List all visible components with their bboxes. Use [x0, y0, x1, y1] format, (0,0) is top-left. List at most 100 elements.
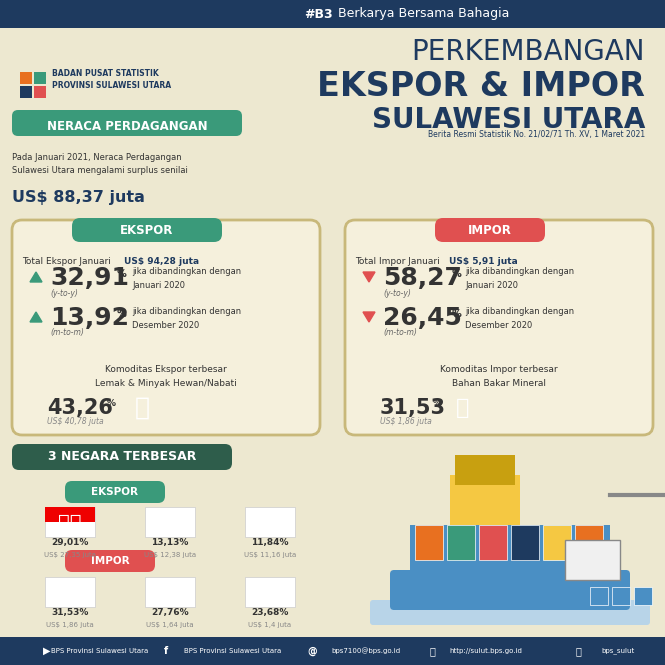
- Text: bps_sulut: bps_sulut: [602, 648, 635, 654]
- Bar: [34, 86, 46, 98]
- Bar: [45, 577, 95, 607]
- Text: 📷: 📷: [576, 646, 581, 656]
- Text: CARGO: CARGO: [578, 557, 606, 563]
- Text: 🇲🇾: 🇲🇾: [258, 513, 282, 531]
- Text: %: %: [107, 398, 116, 408]
- Text: PERKEMBANGAN: PERKEMBANGAN: [412, 38, 645, 66]
- Text: Desember 2020: Desember 2020: [465, 321, 532, 331]
- Bar: [340, 437, 665, 637]
- Text: US$ 1,86 juta: US$ 1,86 juta: [46, 622, 94, 628]
- Text: %: %: [433, 398, 442, 408]
- Text: 29,01%: 29,01%: [51, 539, 88, 547]
- Text: EKSPOR: EKSPOR: [92, 487, 138, 497]
- Bar: [145, 507, 195, 537]
- Text: bps7100@bps.go.id: bps7100@bps.go.id: [331, 648, 400, 654]
- Text: 23,68%: 23,68%: [251, 608, 289, 618]
- Text: IMPOR: IMPOR: [90, 556, 129, 566]
- Text: jika dibandingkan dengan: jika dibandingkan dengan: [465, 307, 574, 317]
- Text: US$ 88,37 juta: US$ 88,37 juta: [12, 190, 145, 205]
- Text: NERACA PERDAGANGAN: NERACA PERDAGANGAN: [47, 120, 207, 134]
- Text: Berita Resmi Statistik No. 21/02/71 Th. XV, 1 Maret 2021: Berita Resmi Statistik No. 21/02/71 Th. …: [428, 130, 645, 139]
- Text: US$ 12,38 juta: US$ 12,38 juta: [144, 552, 196, 558]
- Bar: [565, 540, 620, 580]
- Text: 🇨🇳: 🇨🇳: [158, 583, 182, 602]
- Bar: [20, 86, 32, 98]
- FancyBboxPatch shape: [72, 218, 222, 242]
- Text: US$ 40,78 juta: US$ 40,78 juta: [47, 418, 104, 426]
- Text: (y-to-y): (y-to-y): [383, 289, 411, 297]
- Text: 3 NEGARA TERBESAR: 3 NEGARA TERBESAR: [48, 450, 196, 464]
- Text: 32,91: 32,91: [50, 266, 129, 290]
- Text: 27,76%: 27,76%: [151, 608, 189, 618]
- Text: (m-to-m): (m-to-m): [383, 329, 417, 338]
- Text: 43,26: 43,26: [47, 398, 113, 418]
- Polygon shape: [30, 312, 42, 322]
- Bar: [415, 525, 443, 560]
- Bar: [0, 637, 665, 665]
- Text: ⛽: ⛽: [456, 398, 469, 418]
- Text: US$ 1,4 juta: US$ 1,4 juta: [249, 622, 291, 628]
- Bar: [145, 577, 195, 607]
- Text: %: %: [117, 269, 127, 279]
- FancyBboxPatch shape: [65, 481, 165, 503]
- Text: 🌐: 🌐: [430, 646, 435, 656]
- Text: Total Ekspor Januari: Total Ekspor Januari: [22, 257, 114, 267]
- Text: SULAWESI UTARA: SULAWESI UTARA: [372, 106, 645, 134]
- Text: PROVINSI SULAWESI UTARA: PROVINSI SULAWESI UTARA: [52, 81, 171, 90]
- Bar: [479, 525, 507, 560]
- Text: http://sulut.bps.go.id: http://sulut.bps.go.id: [449, 648, 522, 654]
- Text: Pada Januari 2021, Neraca Perdagangan: Pada Januari 2021, Neraca Perdagangan: [12, 153, 182, 162]
- Text: 31,53: 31,53: [380, 398, 446, 418]
- Text: 🇸🇬: 🇸🇬: [59, 513, 82, 531]
- Polygon shape: [363, 312, 375, 322]
- Bar: [634, 587, 652, 605]
- Text: ▶: ▶: [43, 646, 51, 656]
- Text: (y-to-y): (y-to-y): [50, 289, 78, 297]
- Text: 🚢: 🚢: [469, 481, 535, 589]
- Text: US$ 1,64 juta: US$ 1,64 juta: [146, 622, 194, 628]
- Text: US$ 11,16 juta: US$ 11,16 juta: [244, 552, 296, 558]
- Bar: [20, 72, 32, 84]
- Bar: [612, 587, 630, 605]
- Text: Sulawesi Utara mengalami surplus senilai: Sulawesi Utara mengalami surplus senilai: [12, 166, 188, 175]
- Text: US$ 94,28 juta: US$ 94,28 juta: [124, 257, 199, 267]
- Text: (m-to-m): (m-to-m): [50, 329, 84, 338]
- Text: EKSPOR: EKSPOR: [120, 223, 174, 237]
- Bar: [511, 525, 539, 560]
- Text: Komoditas Ekspor terbesar: Komoditas Ekspor terbesar: [105, 366, 227, 374]
- Text: f: f: [164, 646, 168, 656]
- Text: jika dibandingkan dengan: jika dibandingkan dengan: [132, 307, 241, 317]
- Bar: [45, 507, 95, 522]
- Text: Lemak & Minyak Hewan/Nabati: Lemak & Minyak Hewan/Nabati: [95, 380, 237, 388]
- Bar: [590, 587, 608, 605]
- Text: 26,45: 26,45: [383, 306, 462, 330]
- Bar: [455, 455, 515, 485]
- Bar: [245, 507, 295, 537]
- FancyBboxPatch shape: [12, 444, 232, 470]
- Text: Komoditas Impor terbesar: Komoditas Impor terbesar: [440, 366, 558, 374]
- Bar: [410, 525, 610, 585]
- Text: 13,92: 13,92: [50, 306, 129, 330]
- Text: %: %: [117, 309, 127, 319]
- Text: 11,84%: 11,84%: [251, 539, 289, 547]
- Bar: [450, 475, 520, 525]
- Text: Desember 2020: Desember 2020: [132, 321, 200, 331]
- FancyBboxPatch shape: [370, 600, 650, 625]
- Text: 🇳🇿: 🇳🇿: [59, 583, 82, 602]
- Polygon shape: [363, 272, 375, 282]
- Text: BPS Provinsi Sulawesi Utara: BPS Provinsi Sulawesi Utara: [51, 648, 148, 654]
- Bar: [34, 72, 46, 84]
- FancyBboxPatch shape: [65, 550, 155, 572]
- Text: jika dibandingkan dengan: jika dibandingkan dengan: [132, 267, 241, 277]
- Text: jika dibandingkan dengan: jika dibandingkan dengan: [465, 267, 574, 277]
- Bar: [543, 525, 571, 560]
- Text: 🇳🇱: 🇳🇱: [158, 513, 182, 531]
- Text: US$ 27,35 juta: US$ 27,35 juta: [44, 552, 96, 558]
- FancyBboxPatch shape: [435, 218, 545, 242]
- Text: BPS Provinsi Sulawesi Utara: BPS Provinsi Sulawesi Utara: [184, 648, 281, 654]
- Bar: [0, 0, 665, 28]
- FancyBboxPatch shape: [390, 570, 630, 610]
- Text: Januari 2020: Januari 2020: [132, 281, 185, 291]
- Bar: [245, 577, 295, 607]
- Text: EKSPOR & IMPOR: EKSPOR & IMPOR: [317, 70, 645, 103]
